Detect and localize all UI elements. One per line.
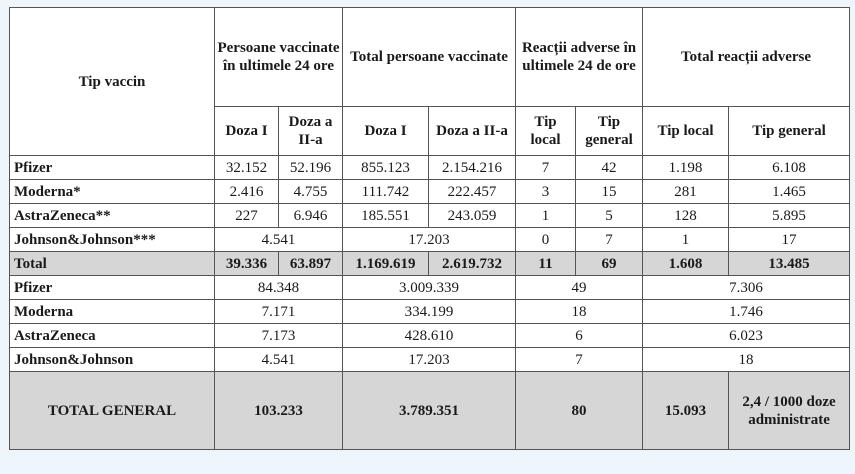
header-tip-local: Tip local (515, 106, 577, 156)
table-cell: 49 (515, 275, 644, 300)
header-tip-vaccin: Tip vaccin (9, 7, 215, 156)
table-row: AstraZeneca** 227 6.946 185.551 243.059 1 5 128… (9, 203, 851, 228)
table-cell: 185.551 (342, 203, 429, 228)
table-cell: 222.457 (427, 179, 517, 204)
table-cell: 243.059 (427, 203, 517, 228)
table-cell: 15.093 (642, 371, 730, 450)
table-cell: 3 (515, 179, 577, 204)
table-row: TOTAL GENERAL 103.233 3.789.351 80 15.093 2,4… (9, 371, 851, 450)
table-cell: 4.755 (278, 179, 343, 204)
table-cell: 6 (515, 323, 644, 348)
vaccine-name: Johnson&Johnson*** (9, 227, 215, 252)
table-cell: 84.348 (214, 275, 343, 300)
table-cell: 1.198 (642, 155, 730, 180)
table-cell: 3.789.351 (341, 371, 517, 450)
table-cell: 855.123 (342, 155, 429, 180)
table-cell: 1.608 (642, 251, 730, 276)
header-adverse-24h: Reacții adverse în ultimele 24 de ore (515, 7, 644, 107)
table-cell: 7.173 (214, 323, 343, 348)
table-cell: 111.742 (342, 179, 429, 204)
header-total-adverse: Total reacții adverse (642, 7, 851, 107)
table-row: Johnson&Johnson 4.541 17.203 7 18 (9, 347, 851, 372)
table-cell: 39.336 (214, 251, 279, 276)
table-cell: 15 (575, 179, 644, 204)
table-cell: 80 (515, 371, 644, 450)
vaccine-name: Pfizer (9, 275, 215, 300)
table-cell: 17.203 (341, 227, 517, 252)
table-cell: 11 (515, 251, 577, 276)
table-cell: 1 (642, 227, 730, 252)
header-tip-general: Tip general (575, 106, 644, 156)
total-general-label: TOTAL GENERAL (9, 371, 215, 450)
header-total-vaccinated: Total persoane vaccinate (341, 7, 517, 107)
table-row: Pfizer 84.348 3.009.339 49 7.306 (9, 275, 851, 300)
table-cell: 5.895 (728, 203, 851, 228)
header-doza2: Doza a II-a (278, 106, 343, 156)
header-doza1: Doza I (214, 106, 279, 156)
vaccine-name: Moderna* (9, 179, 215, 204)
table-row: AstraZeneca 7.173 428.610 6 6.023 (9, 323, 851, 348)
table-cell: 4.541 (214, 347, 343, 372)
header-tip-local: Tip local (642, 106, 730, 156)
vaccine-name: Johnson&Johnson (9, 347, 215, 372)
table-cell: 32.152 (214, 155, 279, 180)
table-cell: 128 (642, 203, 730, 228)
vaccine-name: AstraZeneca** (9, 203, 215, 228)
vaccine-name: AstraZeneca (9, 323, 215, 348)
table-cell: 6.108 (728, 155, 851, 180)
table-cell: 42 (575, 155, 644, 180)
table-cell: 1 (515, 203, 577, 228)
table-row: Moderna 7.171 334.199 18 1.746 (9, 299, 851, 324)
vaccine-name: Moderna (9, 299, 215, 324)
table-cell: 17.203 (341, 347, 517, 372)
table-cell: 18 (642, 347, 851, 372)
table-cell: 13.485 (728, 251, 851, 276)
table-row: Johnson&Johnson*** 4.541 17.203 0 7 1 17 (9, 227, 851, 252)
table-cell: 0 (515, 227, 577, 252)
table-row: Total 39.336 63.897 1.169.619 2.619.732 11 69 1… (9, 251, 851, 276)
table-cell: 1.746 (642, 299, 851, 324)
table-cell: 17 (728, 227, 851, 252)
table-cell: 2.154.216 (427, 155, 517, 180)
table-cell: 2.619.732 (427, 251, 517, 276)
table-cell: 4.541 (214, 227, 343, 252)
vaccine-name: Pfizer (9, 155, 215, 180)
table-cell: 7 (515, 155, 577, 180)
table-cell: 334.199 (341, 299, 517, 324)
table-cell: 69 (575, 251, 644, 276)
table-cell: 1.169.619 (342, 251, 429, 276)
table-cell: 7.306 (642, 275, 851, 300)
table-cell: 3.009.339 (341, 275, 517, 300)
table-cell: 6.023 (642, 323, 851, 348)
table-cell: 103.233 (214, 371, 343, 450)
table-cell: 281 (642, 179, 730, 204)
table-row: Moderna* 2.416 4.755 111.742 222.457 3 15 281 1.… (9, 179, 851, 204)
table-cell: 6.946 (278, 203, 343, 228)
header-vaccinated-24h: Persoane vaccinate în ultimele 24 ore (214, 7, 343, 107)
table-cell: 2,4 / 1000 doze administrate (728, 371, 851, 450)
header-doza2: Doza a II-a (427, 106, 517, 156)
table-cell: 2.416 (214, 179, 279, 204)
vaccination-table: Tip vaccin Persoane vaccinate în ultimel… (9, 7, 851, 450)
table-cell: 428.610 (341, 323, 517, 348)
header-doza1: Doza I (342, 106, 429, 156)
table-cell: 63.897 (278, 251, 343, 276)
table-cell: 18 (515, 299, 644, 324)
table-row: Pfizer 32.152 52.196 855.123 2.154.216 7 42 1.1… (9, 155, 851, 180)
table-cell: 7.171 (214, 299, 343, 324)
table-cell: 5 (575, 203, 644, 228)
table-cell: 1.465 (728, 179, 851, 204)
table-cell: 7 (515, 347, 644, 372)
header-tip-general: Tip general (728, 106, 851, 156)
table-cell: 227 (214, 203, 279, 228)
total-label: Total (9, 251, 215, 276)
table-cell: 7 (575, 227, 644, 252)
table-cell: 52.196 (278, 155, 343, 180)
